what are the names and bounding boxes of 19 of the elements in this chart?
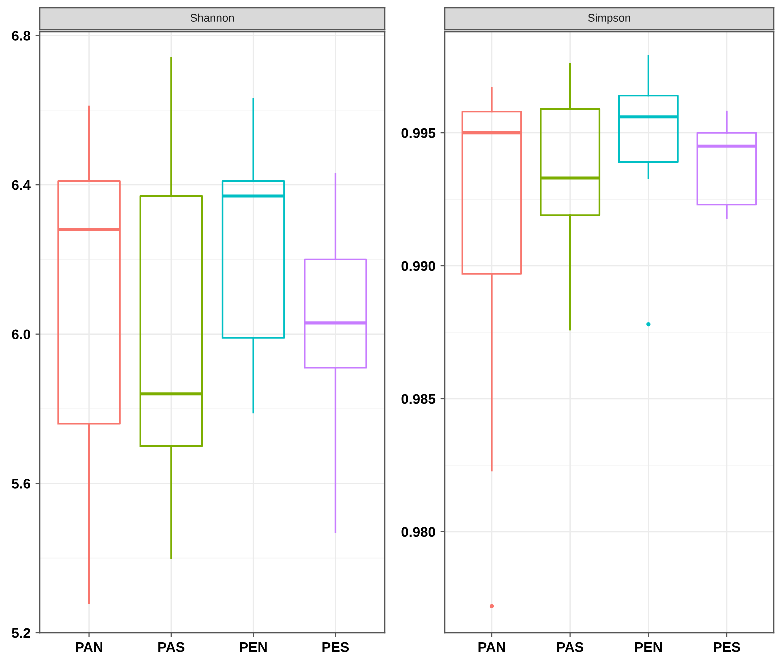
x-tick-label: PES [714,642,740,652]
y-tick-label: 0.990 [402,261,436,272]
chart-title: Simpson [588,14,630,24]
x-tick-label: PES [322,642,350,652]
y-tick-label: 0.980 [402,527,436,538]
y-tick-label: 5.6 [12,479,30,489]
y-tick-label: 5.2 [12,628,30,638]
x-tick-label: PAS [158,642,185,652]
x-tick-label: PAS [557,642,584,652]
y-tick-label: 6.4 [12,180,31,190]
y-tick-label: 0.995 [402,128,436,138]
y-tick-label: 6.0 [12,330,30,340]
chart-title: Shannon [190,14,234,22]
y-tick-label: 0.985 [402,394,436,404]
x-tick-label: PAN [478,642,506,652]
x-tick-label: PEN [240,642,267,652]
x-tick-label: PEN [635,642,662,652]
y-tick-label: 6.8 [12,31,31,41]
x-tick-label: PAN [76,642,102,652]
